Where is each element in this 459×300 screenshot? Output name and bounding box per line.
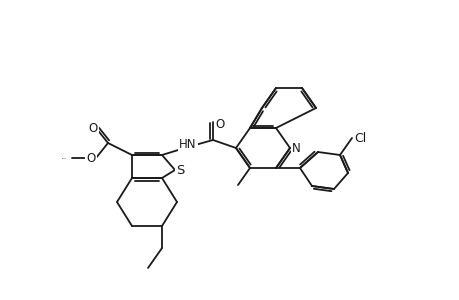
Text: HN: HN [179,137,196,151]
Text: O: O [215,118,224,130]
Text: O: O [88,122,97,134]
Text: methyl: methyl [62,158,66,159]
Text: S: S [175,164,184,178]
Text: O: O [86,152,95,166]
Text: N: N [291,142,300,154]
Text: Cl: Cl [353,131,365,145]
